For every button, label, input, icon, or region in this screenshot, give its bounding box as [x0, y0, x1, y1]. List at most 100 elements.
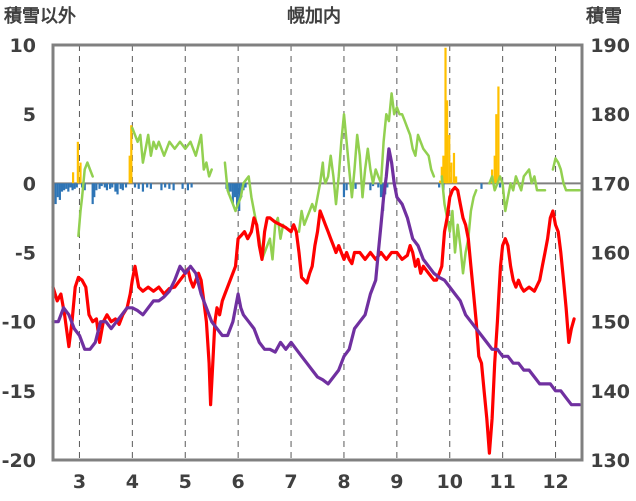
- series-line-green: [551, 157, 581, 192]
- bar-blue: [119, 183, 122, 189]
- bar-blue: [168, 183, 171, 189]
- x-tick-label: 11: [489, 471, 515, 493]
- bar-blue: [377, 183, 380, 188]
- y-left-tick-label: 5: [23, 104, 36, 126]
- bar-blue: [111, 183, 114, 188]
- bar-blue: [109, 183, 112, 189]
- bar-blue: [124, 183, 128, 188]
- y-left-tick-label: -10: [2, 312, 36, 334]
- left-axis-title: 積雪以外: [3, 5, 76, 27]
- bar-gold: [497, 86, 500, 184]
- bar-gold: [446, 100, 449, 184]
- y-left-tick-label: -15: [2, 381, 36, 403]
- series-line-green: [297, 92, 436, 233]
- bar-blue: [244, 183, 247, 188]
- bar-blue: [91, 183, 94, 205]
- bar-blue: [75, 183, 78, 188]
- bar-gold: [130, 125, 133, 184]
- x-tick-label: 3: [73, 471, 86, 493]
- x-tick-label: 7: [284, 471, 297, 493]
- y-left-tick-label: 10: [10, 35, 36, 57]
- bar-blue: [345, 183, 348, 191]
- bar-blue: [103, 183, 106, 188]
- bar-blue: [95, 183, 98, 191]
- bar-blue: [105, 183, 109, 191]
- y-left-tick-label: -5: [15, 243, 36, 265]
- bar-gold: [72, 172, 75, 184]
- x-tick-label: 6: [232, 471, 245, 493]
- bar-blue: [83, 183, 86, 191]
- right-axis-title: 積雪: [585, 5, 622, 27]
- bar-gold: [440, 166, 443, 184]
- bar-blue: [229, 183, 232, 192]
- bar-blue: [233, 183, 237, 198]
- bar-blue: [369, 183, 372, 191]
- bar-blue: [121, 183, 124, 191]
- plot-frame: [51, 43, 584, 462]
- bar-gold: [128, 155, 131, 184]
- x-tick-label: 4: [126, 471, 139, 493]
- series-line-purple: [51, 147, 581, 407]
- bar-blue: [58, 183, 61, 200]
- bar-gold: [493, 155, 496, 184]
- bar-blue: [480, 183, 483, 189]
- bar-blue: [54, 183, 57, 205]
- bar-blue: [354, 183, 357, 189]
- bar-blue: [160, 183, 163, 191]
- x-tick-label: 5: [179, 471, 192, 493]
- bar-blue: [67, 183, 70, 192]
- bar-blue: [116, 183, 119, 195]
- y-right-tick-label: 160: [590, 243, 630, 265]
- bar-blue: [60, 183, 64, 192]
- bar-blue: [98, 183, 101, 189]
- bar-blue: [149, 183, 152, 189]
- bar-gold: [439, 180, 442, 184]
- bar-blue: [93, 183, 96, 198]
- y-right-tick-label: 140: [590, 381, 630, 403]
- bar-blue: [73, 183, 76, 189]
- series-line-red: [51, 185, 576, 455]
- x-tick-label: 9: [390, 471, 403, 493]
- frame-layer: [51, 43, 584, 462]
- grid-layer: [53, 45, 582, 460]
- y-right-tick-label: 170: [590, 173, 630, 195]
- bar-blue: [146, 183, 149, 188]
- lines-layer: [51, 92, 581, 455]
- y-left-tick-label: 0: [23, 173, 36, 195]
- bar-blue: [69, 183, 72, 188]
- bar-gold: [448, 134, 451, 184]
- bar-blue: [235, 183, 239, 209]
- bar-blue: [172, 183, 175, 191]
- x-tick-label: 10: [437, 471, 463, 493]
- bar-blue: [56, 183, 59, 198]
- bar-blue: [114, 183, 117, 192]
- bar-blue: [63, 183, 66, 191]
- bar-blue: [71, 183, 74, 191]
- series-line-green: [131, 126, 213, 178]
- x-tick-label: 8: [337, 471, 350, 493]
- tick-labels-layer: 10 5 0 -5 -10 -15 -20 190 180 170 160 150 140 130 3 4 5 6…: [2, 35, 630, 493]
- bars-layer: [54, 47, 519, 211]
- bar-blue: [190, 183, 193, 188]
- bar-gold: [79, 162, 82, 184]
- y-right-tick-label: 190: [590, 35, 630, 57]
- bar-blue: [231, 183, 234, 205]
- bar-blue: [164, 183, 167, 188]
- bar-blue: [133, 183, 137, 188]
- bar-blue: [141, 183, 145, 192]
- series-line-green: [223, 161, 285, 261]
- bar-blue: [238, 183, 241, 211]
- bar-gold: [450, 162, 453, 184]
- bar-blue: [498, 183, 502, 188]
- bar-gold: [495, 114, 498, 184]
- series-line-green: [77, 161, 94, 238]
- bar-blue: [137, 183, 140, 189]
- chart-title: 幌加内: [287, 5, 341, 27]
- bar-blue: [342, 183, 346, 198]
- bar-gold: [442, 155, 445, 184]
- y-right-tick-label: 130: [590, 450, 630, 472]
- bar-gold: [444, 47, 447, 184]
- y-right-tick-label: 180: [590, 104, 630, 126]
- series-line-green: [488, 168, 547, 213]
